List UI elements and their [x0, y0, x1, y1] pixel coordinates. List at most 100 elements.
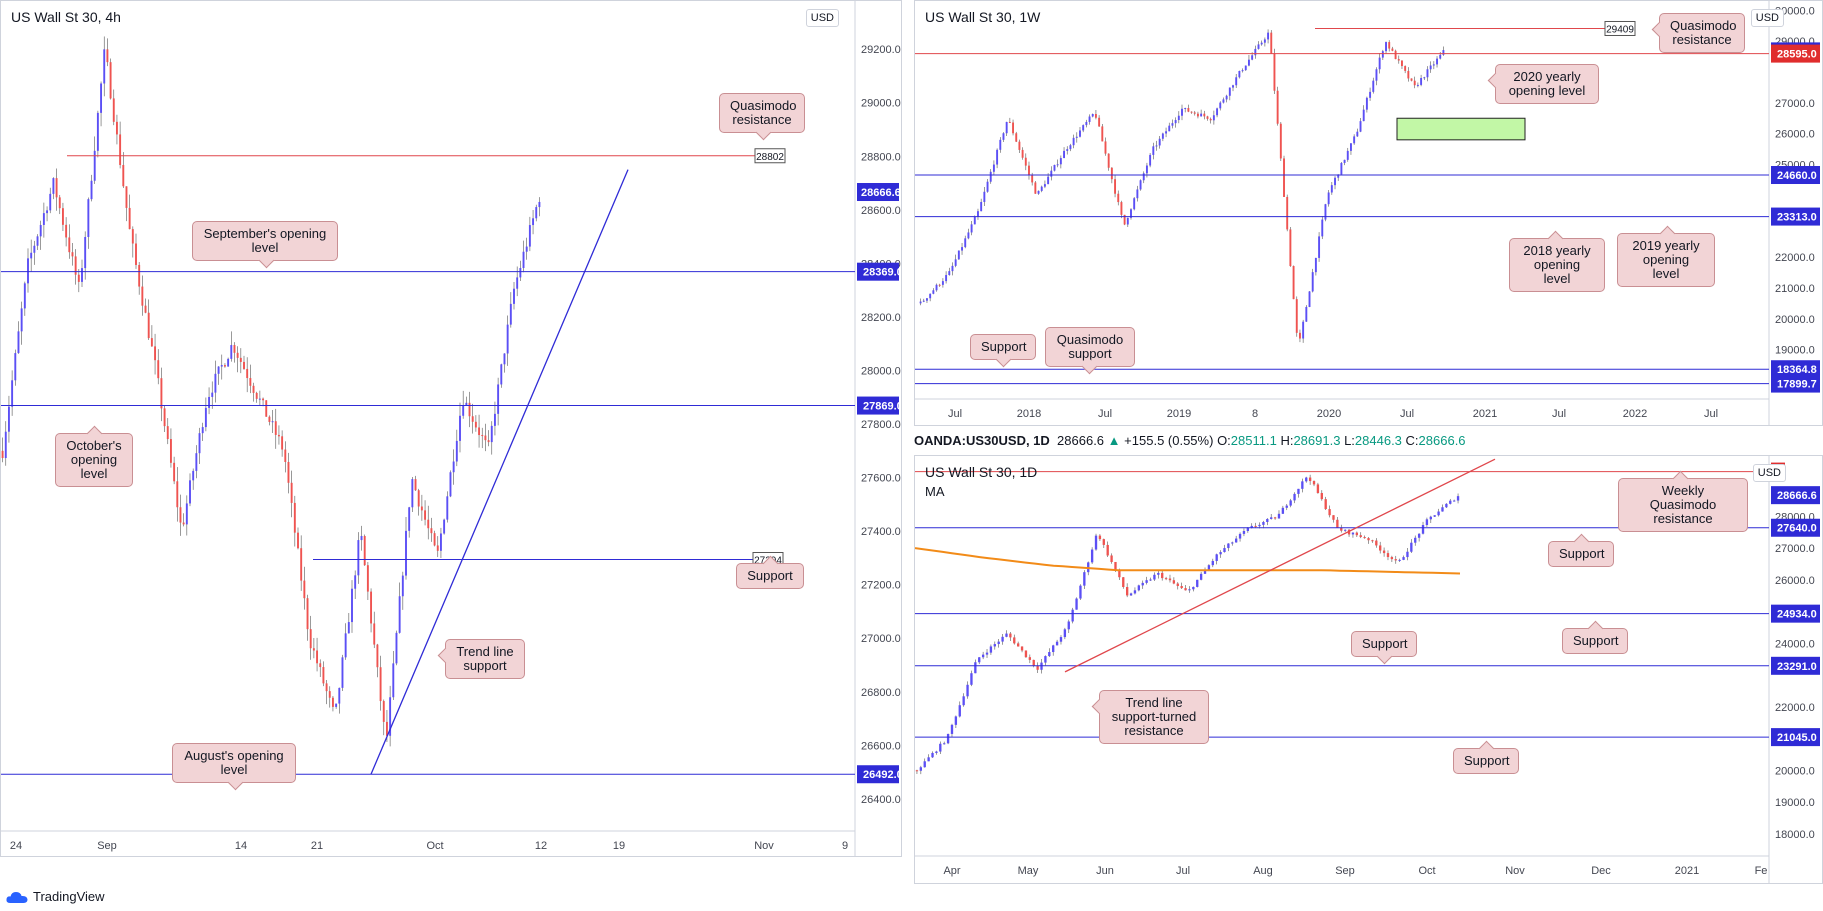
candle-body [1083, 572, 1086, 586]
candle-body [1055, 641, 1059, 646]
chart-daily-canvas[interactable]: 28000.027000.026000.025000.024000.022000… [915, 456, 1822, 883]
candle-body [1047, 176, 1050, 185]
candle-body [1044, 656, 1047, 663]
candle-body [1206, 116, 1209, 119]
candle-body [941, 281, 944, 285]
candle-body [1324, 499, 1327, 510]
candle-body [1225, 95, 1228, 100]
callout-support-4h-text: Support [747, 568, 793, 583]
candle-body [430, 528, 433, 534]
candle-body [30, 252, 33, 259]
candle-body [1232, 85, 1234, 88]
candle-body [185, 503, 188, 525]
candle-body [1263, 39, 1266, 43]
candle-body [1028, 165, 1030, 175]
x-tick-label: Jul [1552, 408, 1566, 420]
candle-body [71, 252, 74, 257]
chart-panel-daily[interactable]: 28000.027000.026000.025000.024000.022000… [914, 455, 1823, 884]
y-tick-label: 26000.0 [1775, 129, 1815, 141]
candle-body [462, 405, 465, 416]
candle-body [1098, 535, 1102, 540]
candle-body [1312, 481, 1316, 485]
callout-august-4h-text: August's opening level [184, 748, 284, 777]
candle-body [1188, 589, 1191, 591]
candle-body [1161, 572, 1164, 579]
candle-body [1196, 579, 1199, 587]
candle-body [1351, 532, 1355, 535]
candle-body [1228, 87, 1231, 96]
callout-september-4h: September's opening level [192, 221, 338, 269]
chart-weekly-canvas[interactable]: 30000.029000.027000.026000.025000.022000… [915, 1, 1822, 425]
candle-body [125, 186, 128, 208]
candle-body [919, 301, 922, 304]
y-tick-label: 28800.0 [861, 151, 901, 163]
candle-body [347, 622, 350, 634]
candle-body [474, 421, 477, 428]
candle-body [1429, 516, 1432, 520]
candle-body [1308, 291, 1311, 307]
open-label: O: [1217, 433, 1231, 448]
candle-body [1155, 145, 1158, 147]
callout-support3-daily-text: Support [1362, 636, 1408, 651]
candle-body [1250, 525, 1253, 528]
candle-body [341, 657, 344, 688]
candle-body [1122, 577, 1125, 588]
x-tick-label: Nov [1505, 865, 1525, 877]
chart-panel-weekly[interactable]: 30000.0 29000.0 27000.0 26000.0 25000.0 22000… [914, 0, 1823, 426]
candle-body [427, 519, 430, 529]
y-tick-label: 19000.0 [1775, 345, 1815, 357]
candle-body [1067, 621, 1070, 630]
candle-body [1203, 569, 1207, 574]
candle-body [1439, 54, 1442, 59]
candle-body [1416, 84, 1419, 86]
candle-body [1090, 549, 1094, 563]
symbol-name[interactable]: OANDA:US30USD, 1D [914, 433, 1050, 448]
candle-body [331, 697, 334, 707]
x-tick-label: 14 [235, 840, 247, 852]
candle-body [939, 743, 942, 752]
candle-body [1318, 236, 1321, 258]
candle-body [1158, 138, 1161, 146]
last-price: 28666.6 [1057, 433, 1105, 448]
candle-body [1129, 593, 1133, 596]
candle-body [360, 535, 363, 541]
tradingview-brand[interactable]: TradingView [6, 889, 105, 904]
currency-badge-weekly[interactable]: USD [1750, 9, 1784, 27]
candle-body [211, 392, 214, 397]
candle-body [58, 197, 61, 209]
candle-body [420, 506, 423, 511]
candle-body [1063, 629, 1067, 638]
candle-body [974, 662, 977, 674]
symbol-info-bar: OANDA:US30USD, 1D 28666.6 ▲ +155.5 (0.55… [914, 433, 1466, 448]
candle-body [1442, 50, 1445, 55]
y-tick-label: 26000.0 [1775, 575, 1815, 587]
candle-body [1021, 149, 1024, 158]
callout-october-4h-text: October's opening level [66, 438, 122, 481]
candle-body [281, 436, 284, 450]
candle-body [1436, 58, 1438, 65]
candle-body [1031, 174, 1034, 183]
callout-2020-weekly-text: 2020 yearly opening level [1508, 69, 1586, 98]
x-tick-label: 2019 [1167, 408, 1191, 420]
candle-body [1445, 503, 1448, 508]
chart-panel-4h[interactable]: 29200.029000.028800.028600.028400.028200… [0, 0, 902, 857]
currency-badge-4h[interactable]: USD [805, 9, 839, 27]
candle-body [449, 472, 452, 497]
candle-body [160, 378, 163, 409]
candle-body [201, 427, 204, 434]
x-tick-label: Sep [1335, 865, 1355, 877]
candle-body [1125, 587, 1129, 596]
level-price-box [857, 396, 899, 415]
level-price-label: 17899.7 [1777, 379, 1817, 391]
candle-body [493, 413, 496, 426]
candle-body [1059, 158, 1062, 165]
callout-support1-daily-text: Support [1559, 546, 1605, 561]
candle-body [983, 191, 986, 202]
currency-badge-daily[interactable]: USD [1752, 464, 1786, 482]
candle-body [993, 644, 996, 647]
candle-body [163, 408, 166, 427]
candle-body [233, 345, 236, 353]
indicator-ma-label[interactable]: MA [925, 484, 945, 499]
candle-body [931, 752, 934, 758]
candle-body [112, 98, 115, 122]
